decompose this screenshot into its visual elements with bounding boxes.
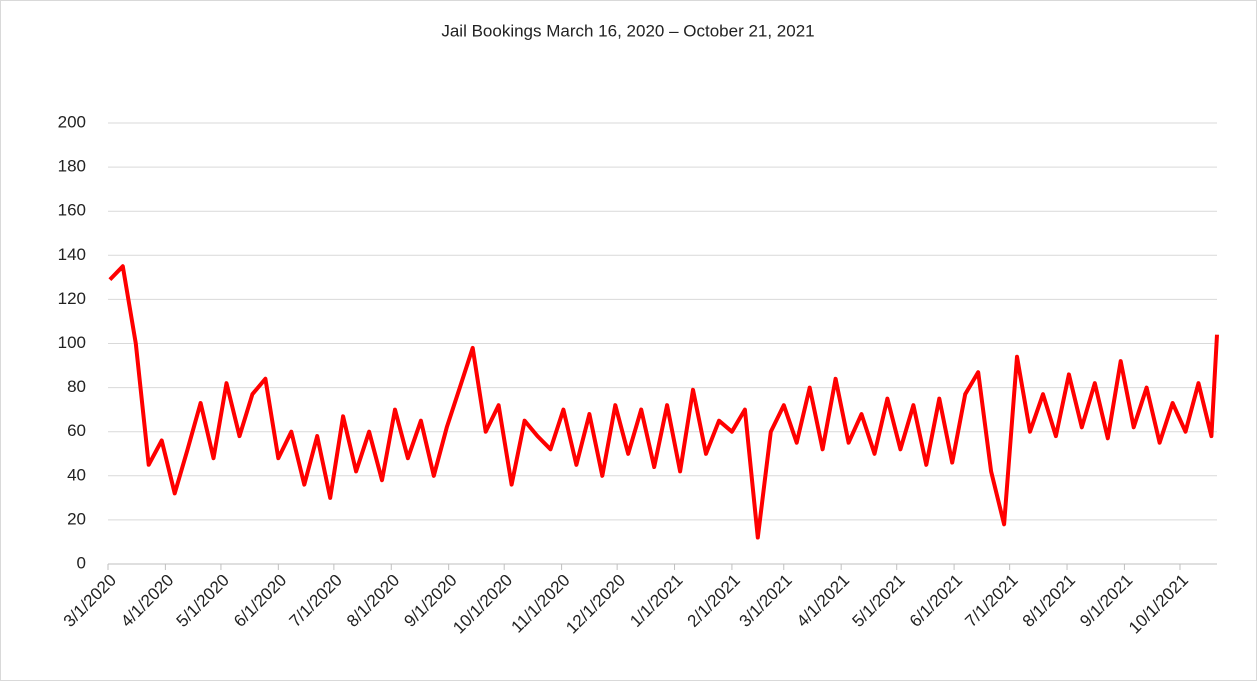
y-tick-label: 100 xyxy=(58,333,86,352)
chart-title: Jail Bookings March 16, 2020 – October 2… xyxy=(441,21,814,40)
y-tick-label: 0 xyxy=(77,553,86,572)
y-tick-label: 60 xyxy=(67,421,86,440)
y-tick-label: 20 xyxy=(67,509,86,528)
y-tick-label: 200 xyxy=(58,112,86,131)
y-tick-label: 40 xyxy=(67,465,86,484)
y-tick-label: 120 xyxy=(58,289,86,308)
data-line xyxy=(108,264,1219,540)
y-tick-label: 160 xyxy=(58,201,86,220)
y-tick-label: 180 xyxy=(58,157,86,176)
y-tick-label: 140 xyxy=(58,245,86,264)
y-tick-label: 80 xyxy=(67,377,86,396)
